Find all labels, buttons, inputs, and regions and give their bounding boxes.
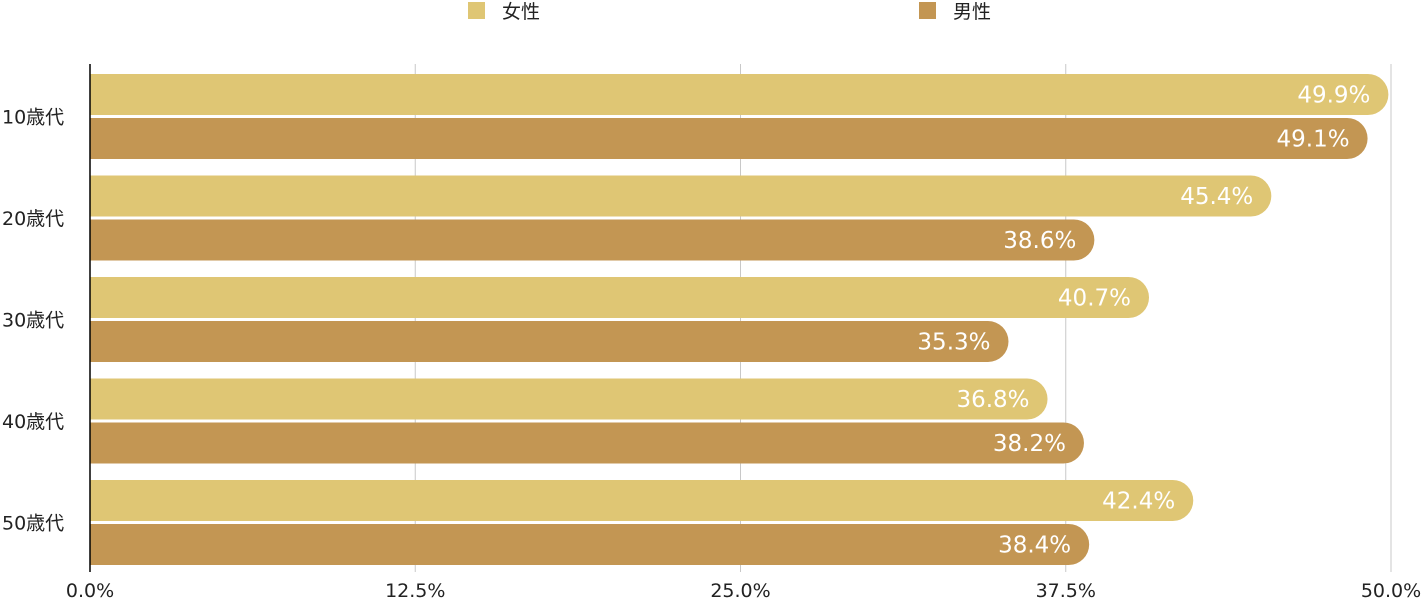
bar-female <box>90 378 1048 420</box>
data-label: 38.2% <box>993 431 1066 457</box>
x-tick-label: 0.0% <box>66 580 114 600</box>
bar-female <box>90 479 1194 521</box>
bar-female <box>90 277 1150 318</box>
data-label: 49.9% <box>1297 83 1370 109</box>
data-label: 49.1% <box>1277 127 1350 153</box>
category-label: 40歳代 <box>2 411 64 433</box>
x-tick-label: 12.5% <box>385 580 445 600</box>
legend-label: 女性 <box>502 1 540 23</box>
category-label: 10歳代 <box>2 107 64 129</box>
data-label: 35.3% <box>917 330 990 356</box>
data-label: 45.4% <box>1180 184 1253 210</box>
category-label: 30歳代 <box>2 310 64 332</box>
x-tick-label: 50.0% <box>1361 580 1421 600</box>
data-label: 38.6% <box>1003 228 1076 254</box>
legend-swatch <box>919 2 936 19</box>
bar-male <box>90 422 1084 464</box>
legend-swatch <box>468 2 485 19</box>
category-label: 50歳代 <box>2 513 64 535</box>
x-tick-label: 25.0% <box>710 580 770 600</box>
axes: 0.0% 12.5% 25.0% 37.5% 50.0% 10歳代 20歳代 30歳代 40歳代… <box>2 64 1421 602</box>
legend: 女性 男性 <box>468 1 991 23</box>
x-tick-label: 37.5% <box>1036 580 1096 600</box>
bar-male <box>90 321 1009 362</box>
category-label: 20歳代 <box>2 208 64 230</box>
legend-label: 男性 <box>953 1 991 23</box>
data-label: 38.4% <box>998 533 1071 559</box>
data-label: 36.8% <box>956 387 1029 413</box>
bar-female <box>90 74 1389 115</box>
bar-female <box>90 175 1272 217</box>
bars: 49.9% 49.1% 45.4% 38.6% 40.7% 35.3% 36.8% 38.2%… <box>90 74 1389 565</box>
data-label: 40.7% <box>1058 286 1131 312</box>
bar-male <box>90 219 1095 261</box>
data-label: 42.4% <box>1102 489 1175 515</box>
bar-male <box>90 118 1368 159</box>
bar-male <box>90 524 1090 565</box>
